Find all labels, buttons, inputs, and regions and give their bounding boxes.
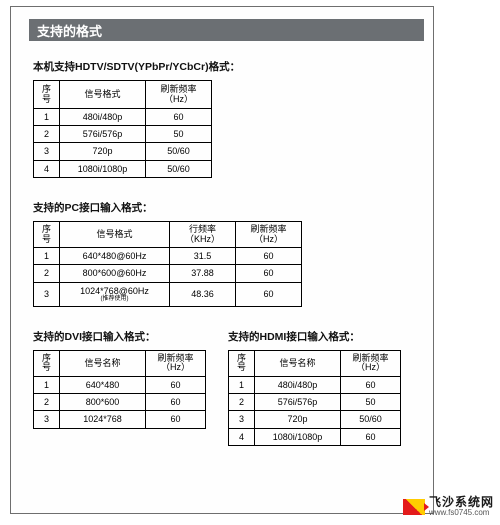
table-header: 序号 信号格式 行频率（KHz） 刷新频率（Hz） xyxy=(34,222,302,248)
hdtv-sdtv-table: 序号 信号格式 刷新频率（Hz） 1480i/480p60 2576i/576p… xyxy=(33,80,212,178)
table-row: 41080i/1080p50/60 xyxy=(34,160,212,177)
col-refresh: 刷新频率（Hz） xyxy=(146,350,206,376)
table-header: 序号 信号名称 刷新频率（Hz） xyxy=(34,350,206,376)
col-seq: 序号 xyxy=(229,350,255,376)
col-seq: 序号 xyxy=(34,222,60,248)
table-row: 2576i/576p50 xyxy=(34,126,212,143)
table-row: 2800*60060 xyxy=(34,394,206,411)
header-bar: 支持的格式 xyxy=(29,19,424,41)
table-row: 2800*600@60Hz37.8860 xyxy=(34,265,302,282)
col-refresh: 刷新频率（Hz） xyxy=(341,350,401,376)
table-header: 序号 信号格式 刷新频率（Hz） xyxy=(34,81,212,109)
watermark-text: 飞沙系统网 www.fs0745.com xyxy=(429,496,494,517)
lower-row: 支持的DVI接口输入格式： 序号 信号名称 刷新频率（Hz） 1640*4806… xyxy=(29,325,415,446)
hdmi-block: 支持的HDMI接口输入格式： 序号 信号名称 刷新频率（Hz） 1480i/48… xyxy=(224,325,401,446)
col-signal: 信号格式 xyxy=(60,81,146,109)
col-hfreq: 行频率（KHz） xyxy=(170,222,236,248)
table-row: 41080i/1080p60 xyxy=(229,428,401,445)
pc-input-table: 序号 信号格式 行频率（KHz） 刷新频率（Hz） 1640*480@60Hz3… xyxy=(33,221,302,307)
watermark: 飞沙系统网 www.fs0745.com xyxy=(403,496,494,517)
table-row: 31024*76860 xyxy=(34,411,206,428)
watermark-title: 飞沙系统网 xyxy=(429,496,494,509)
dvi-table: 序号 信号名称 刷新频率（Hz） 1640*48060 2800*60060 3… xyxy=(33,350,206,429)
page-title: 支持的格式 xyxy=(37,21,102,40)
table-header: 序号 信号名称 刷新频率（Hz） xyxy=(229,350,401,376)
col-refresh: 刷新频率（Hz） xyxy=(236,222,302,248)
table-row: 31024*768@60Hz(推荐使用)48.3660 xyxy=(34,282,302,306)
table-row: 2576i/576p50 xyxy=(229,394,401,411)
table-row: 1480i/480p60 xyxy=(229,376,401,393)
page-frame: 支持的格式 本机支持HDTV/SDTV(YPbPr/YCbCr)格式： 序号 信… xyxy=(10,6,434,514)
table-row: 3720p50/60 xyxy=(34,143,212,160)
watermark-url: www.fs0745.com xyxy=(429,509,494,517)
table-row: 1480i/480p60 xyxy=(34,108,212,125)
dvi-block: 支持的DVI接口输入格式： 序号 信号名称 刷新频率（Hz） 1640*4806… xyxy=(29,325,206,446)
col-seq: 序号 xyxy=(34,81,60,109)
col-seq: 序号 xyxy=(34,350,60,376)
flag-icon xyxy=(403,499,425,515)
table-row: 1640*480@60Hz31.560 xyxy=(34,247,302,264)
table-row: 3720p50/60 xyxy=(229,411,401,428)
col-signal: 信号名称 xyxy=(255,350,341,376)
col-refresh: 刷新频率（Hz） xyxy=(146,81,212,109)
section2-title: 支持的PC接口输入格式： xyxy=(33,200,415,215)
section3-title: 支持的DVI接口输入格式： xyxy=(33,329,206,344)
section4-title: 支持的HDMI接口输入格式： xyxy=(228,329,401,344)
table-row: 1640*48060 xyxy=(34,376,206,393)
col-signal: 信号名称 xyxy=(60,350,146,376)
col-signal: 信号格式 xyxy=(60,222,170,248)
section1-title: 本机支持HDTV/SDTV(YPbPr/YCbCr)格式： xyxy=(33,59,415,74)
hdmi-table: 序号 信号名称 刷新频率（Hz） 1480i/480p60 2576i/576p… xyxy=(228,350,401,446)
